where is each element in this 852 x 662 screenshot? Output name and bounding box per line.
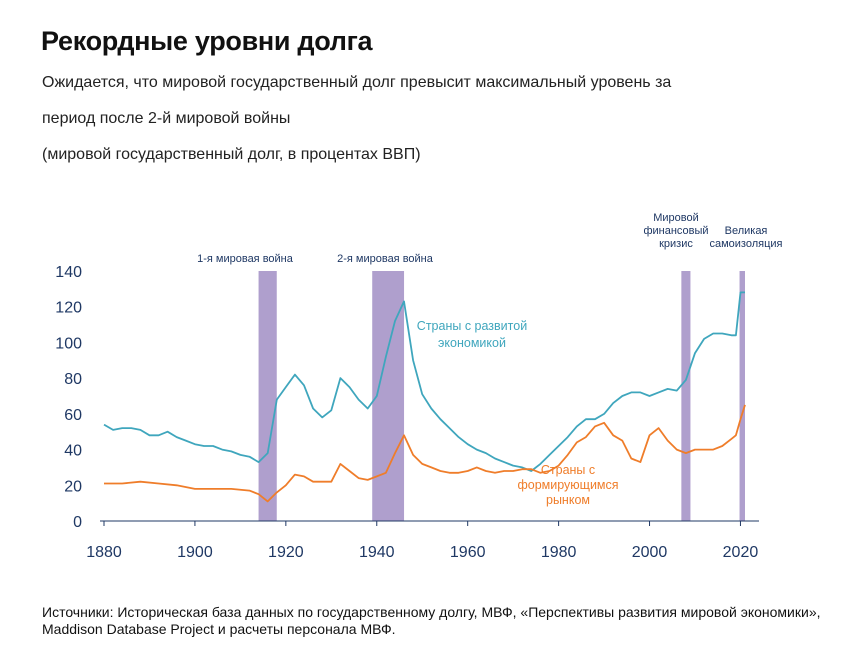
chart-subtitle-line-1: Ожидается, что мировой государственный д…	[42, 74, 672, 91]
y-tick-label-140: 140	[55, 264, 82, 281]
x-tick-label-1940: 1940	[359, 544, 395, 561]
series-line-emerging	[104, 404, 746, 503]
x-tick-label-2020: 2020	[723, 544, 759, 561]
shaded-period-3	[739, 271, 745, 521]
y-tick-label-80: 80	[64, 371, 82, 388]
source-note: Источники: Историческая база данных по г…	[42, 604, 821, 637]
y-tick-label-60: 60	[64, 407, 82, 424]
series-line-advanced	[103, 291, 745, 472]
chart-title: Рекордные уровни долга	[41, 26, 373, 56]
label-ww1: 1-я мировая война	[197, 253, 294, 265]
y-tick-label-40: 40	[64, 443, 82, 460]
x-tick-label-2000: 2000	[632, 544, 668, 561]
shaded-period-2	[681, 271, 691, 521]
x-tick-label-1960: 1960	[450, 544, 486, 561]
chart-subtitle-units: (мировой государственный долг, в процент…	[42, 146, 421, 163]
shaded-period-0	[258, 271, 277, 521]
y-tick-label-120: 120	[55, 300, 82, 317]
x-tick-label-1920: 1920	[268, 544, 304, 561]
x-tick-label-1900: 1900	[177, 544, 213, 561]
label-emerging-markets: Страны с формирующимся рынком	[517, 463, 618, 507]
label-great-lockdown: Великая самоизоляция	[709, 225, 782, 250]
chart-subtitle-line-2: период после 2-й мировой войны	[42, 110, 291, 127]
shaded-periods	[258, 271, 745, 521]
series-lines	[103, 291, 746, 503]
y-tick-label-20: 20	[64, 478, 82, 495]
x-tick-label-1980: 1980	[541, 544, 577, 561]
x-tick-label-1880: 1880	[86, 544, 122, 561]
y-tick-label-100: 100	[55, 335, 82, 352]
y-tick-label-0: 0	[73, 514, 82, 531]
label-financial-crisis: Мировой финансовый кризис	[643, 212, 708, 250]
label-ww2: 2-я мировая война	[337, 253, 434, 265]
label-advanced-economies: Страны с развитой экономикой	[417, 319, 527, 350]
y-axis-ticks: 0 20 40 60 80 100 120 140	[55, 264, 82, 531]
x-axis-ticks: 1880 1900 1920 1940 1960 1980 2000 2020	[86, 521, 758, 561]
